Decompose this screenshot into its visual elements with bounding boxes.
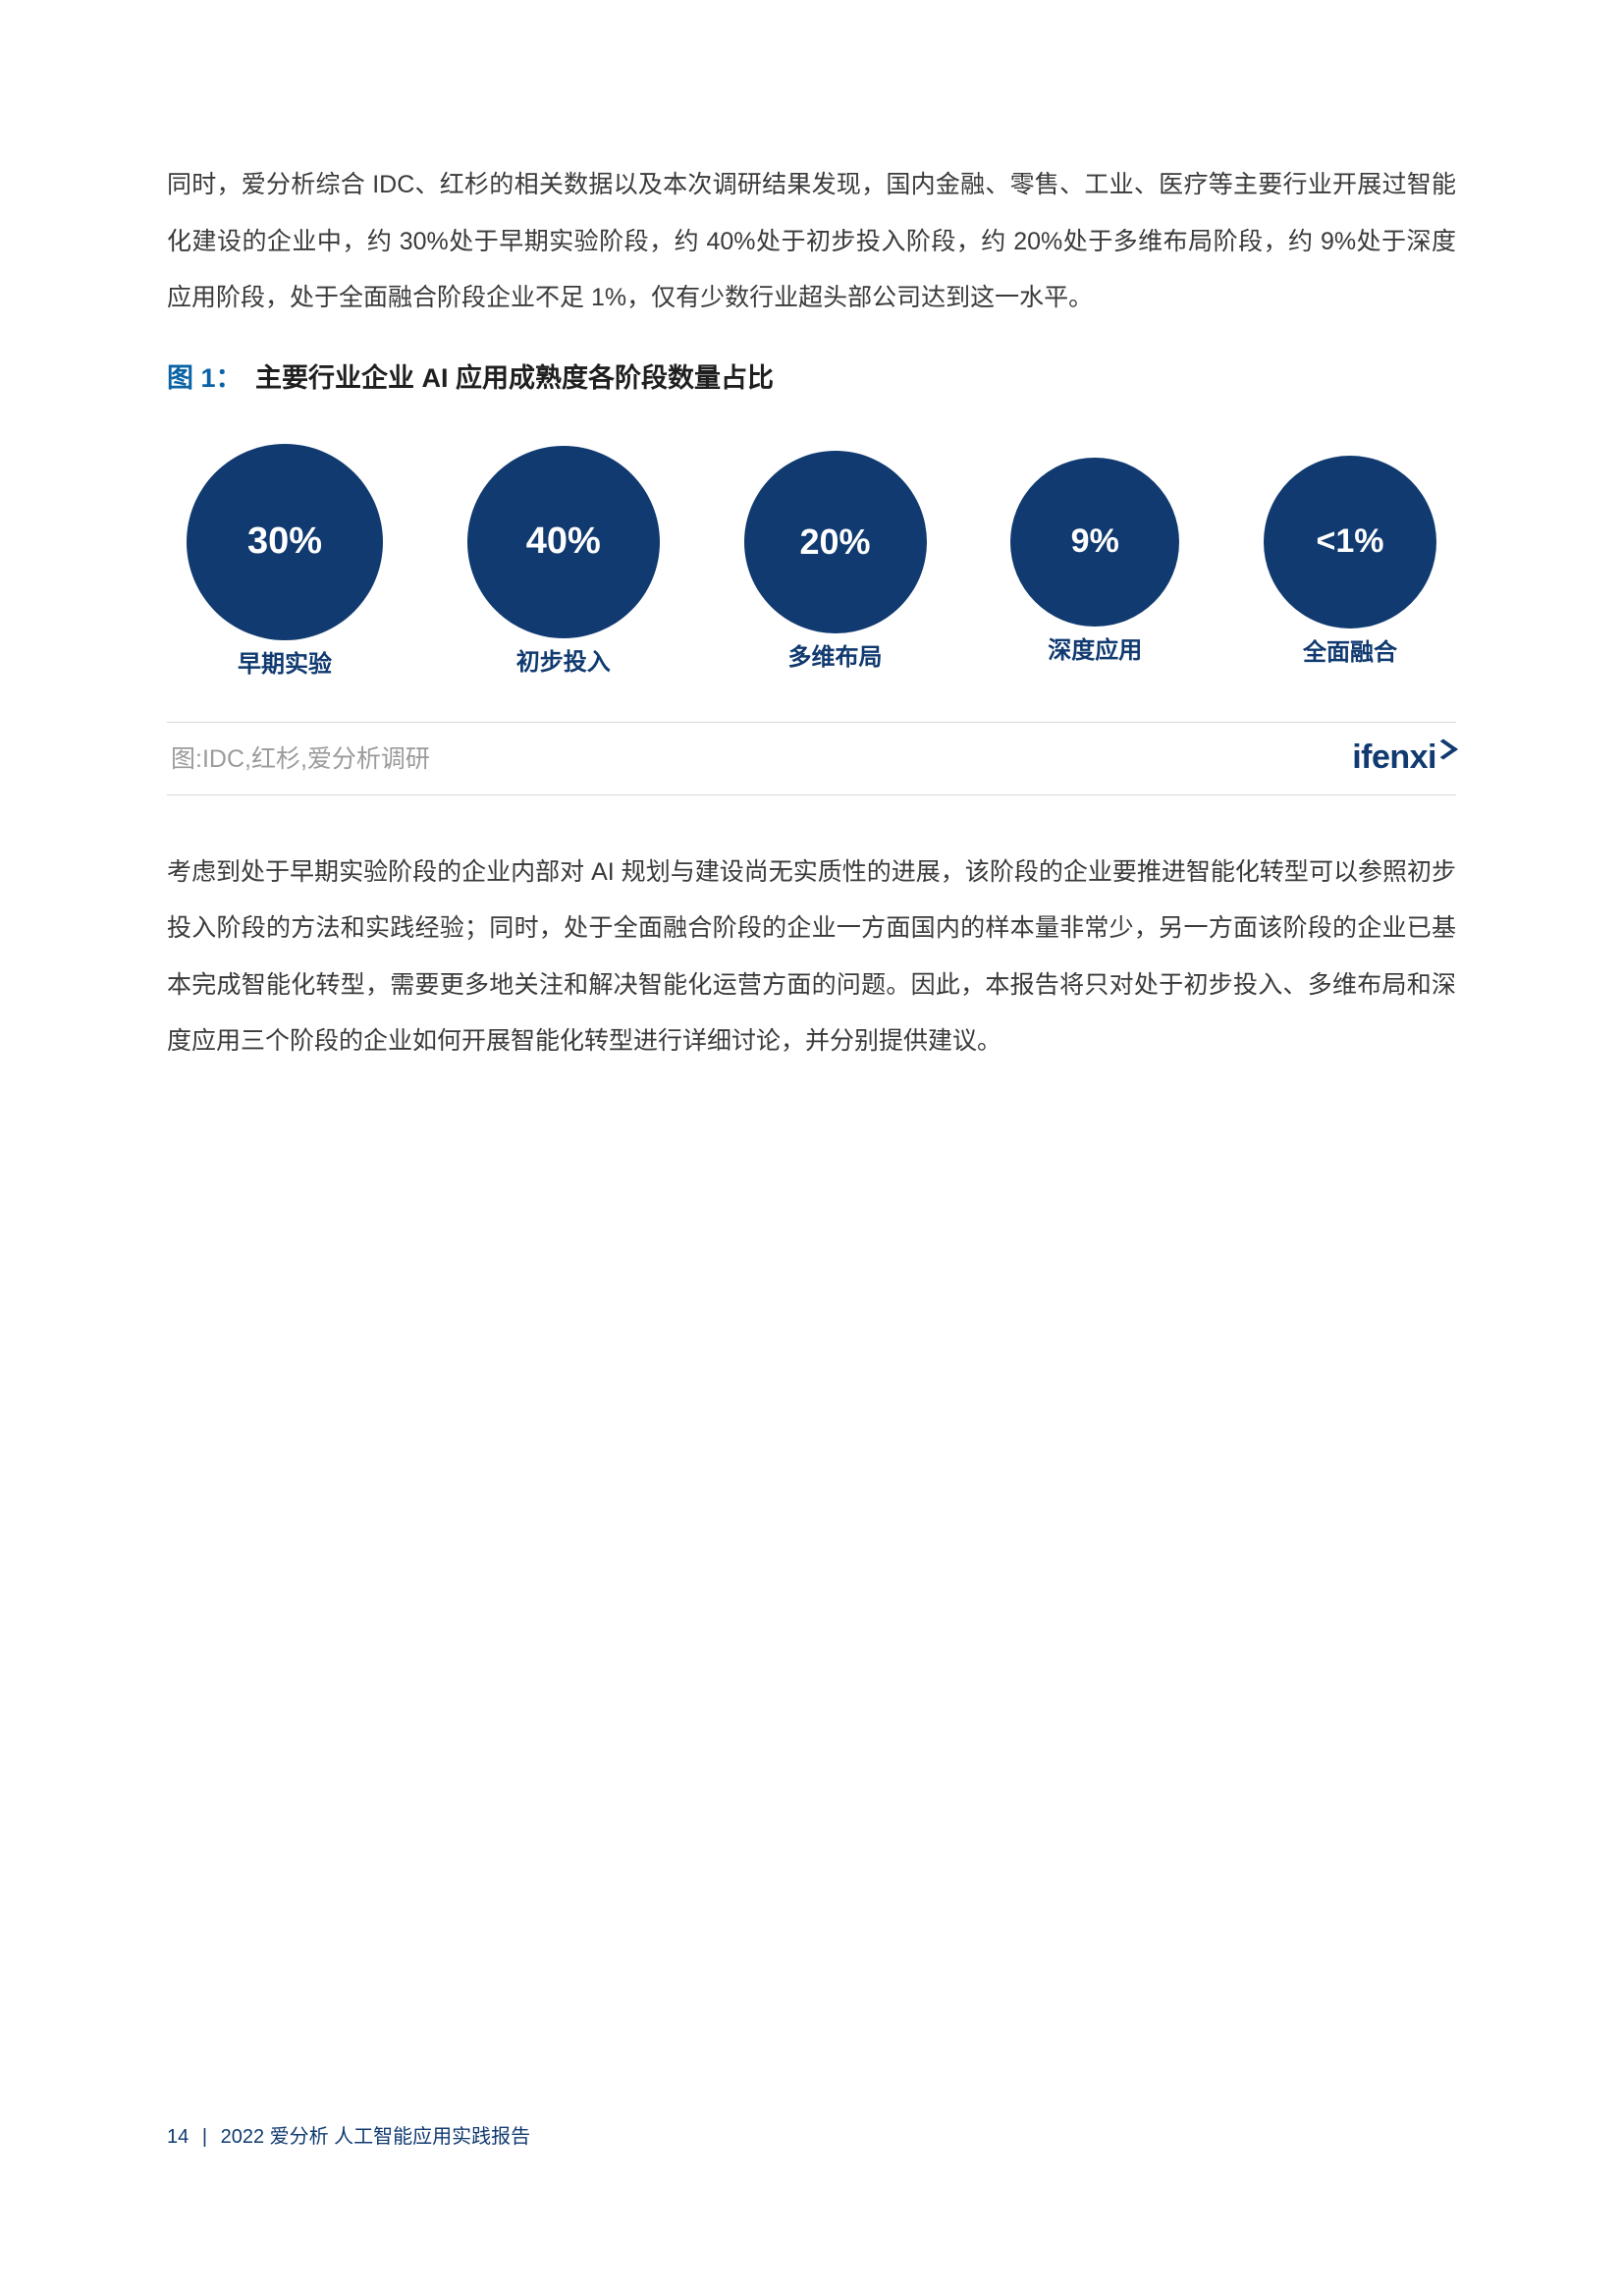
bubble-value-3: 9%: [1071, 522, 1119, 561]
bubble-value-1: 40%: [526, 520, 601, 563]
bubble-label-3: 深度应用: [1048, 630, 1142, 665]
bubble-value-4: <1%: [1317, 522, 1384, 561]
footer-separator: |: [202, 2126, 207, 2148]
figure-title-text: 主要行业企业 AI 应用成熟度各阶段数量占比: [255, 363, 774, 393]
bubble-value-2: 20%: [799, 521, 870, 563]
bubble-0: 30%: [187, 444, 383, 640]
bubble-col-3: 9% 深度应用: [1010, 458, 1179, 665]
document-page: 同时，爱分析综合 IDC、红杉的相关数据以及本次调研结果发现，国内金融、零售、工…: [0, 0, 1623, 2296]
chart-footer: 图:IDC,红杉,爱分析调研 ifenxi: [167, 723, 1456, 795]
bubble-label-1: 初步投入: [516, 642, 611, 677]
bubble-col-2: 20% 多维布局: [744, 451, 927, 672]
footer-title: 2022 爱分析 人工智能应用实践报告: [221, 2126, 531, 2148]
bubble-label-0: 早期实验: [238, 644, 332, 679]
intro-paragraph: 同时，爱分析综合 IDC、红杉的相关数据以及本次调研结果发现，国内金融、零售、工…: [167, 157, 1456, 327]
bubble-label-4: 全面融合: [1303, 632, 1397, 667]
bubble-2: 20%: [744, 451, 927, 633]
page-footer: 14 | 2022 爱分析 人工智能应用实践报告: [167, 2120, 530, 2149]
bubble-value-0: 30%: [247, 520, 322, 563]
bubble-1: 40%: [467, 446, 660, 638]
brand-logo: ifenxi: [1352, 738, 1452, 777]
bubble-label-2: 多维布局: [788, 637, 883, 672]
bubble-col-4: <1% 全面融合: [1264, 456, 1436, 667]
figure-title: 图 1： 主要行业企业 AI 应用成熟度各阶段数量占比: [167, 356, 1456, 395]
bubble-chart: 30% 早期实验 40% 初步投入 20% 多维布局 9% 深度应: [167, 444, 1456, 795]
bubble-row: 30% 早期实验 40% 初步投入 20% 多维布局 9% 深度应: [167, 444, 1456, 679]
concluding-paragraph: 考虑到处于早期实验阶段的企业内部对 AI 规划与建设尚无实质性的进展，该阶段的企…: [167, 845, 1456, 1070]
figure-prefix: 图 1：: [167, 363, 243, 393]
bubble-col-0: 30% 早期实验: [187, 444, 383, 679]
chart-source: 图:IDC,红杉,爱分析调研: [171, 739, 430, 775]
bubble-3: 9%: [1010, 458, 1179, 627]
bubble-col-1: 40% 初步投入: [467, 446, 660, 677]
bubble-4: <1%: [1264, 456, 1436, 629]
page-number: 14: [167, 2126, 189, 2149]
